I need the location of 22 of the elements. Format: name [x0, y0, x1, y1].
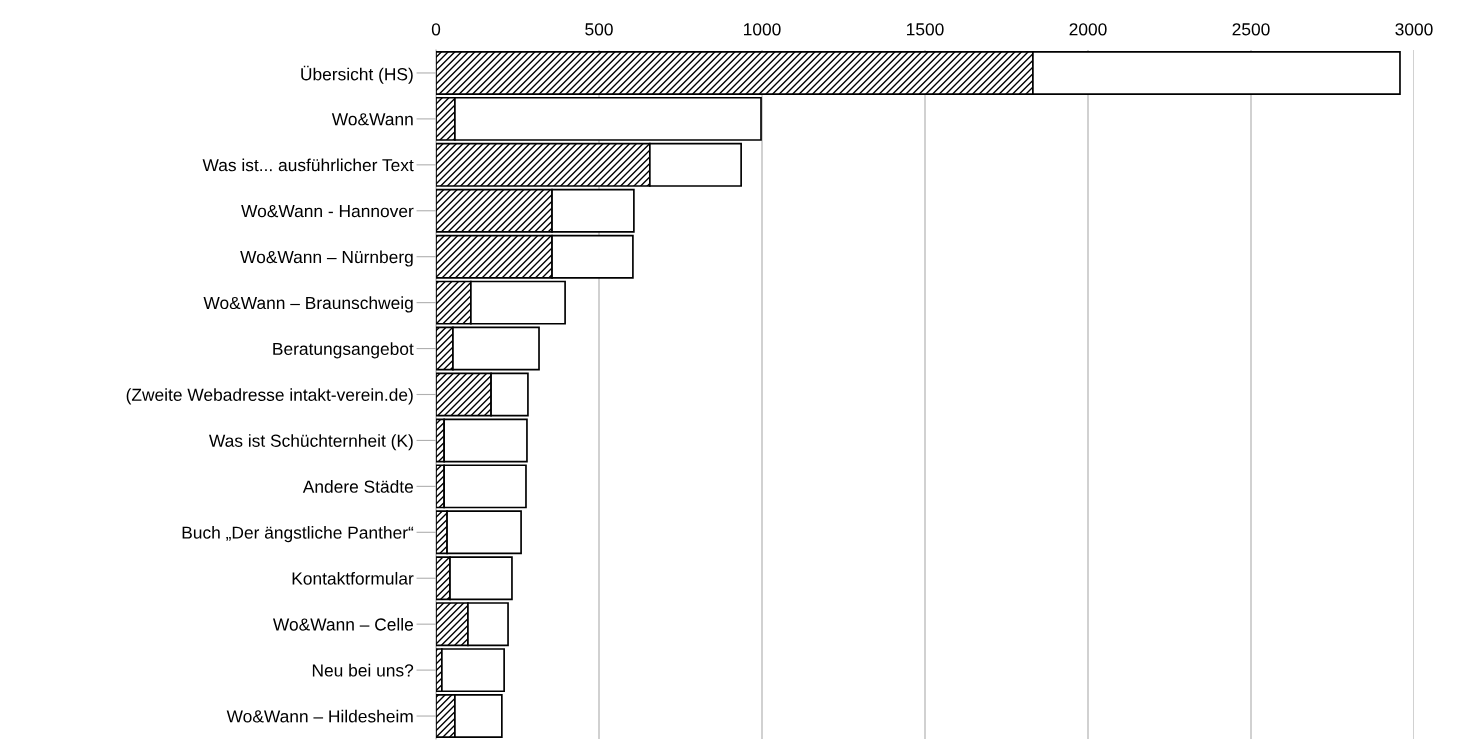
x-tick-label: 1000: [744, 23, 781, 36]
y-tick-label: Wo&Wann – Nürnberg: [240, 250, 413, 267]
x-tick-label: 500: [585, 23, 613, 36]
x-tick-label: 2000: [1069, 23, 1107, 36]
x-tick-label: 1500: [907, 23, 944, 36]
y-tick-label: (Zweite Webadresse intakt-verein.de): [126, 388, 413, 405]
x-tick-label: 3000: [1395, 23, 1433, 36]
y-tick-label: Wo&Wann: [331, 113, 413, 126]
y-tick-label: Buch „Der ängstliche Panther“: [182, 526, 414, 543]
y-tick-label: Andere Städte: [302, 480, 414, 493]
y-tick-label: Wo&Wann – Braunschweig: [203, 296, 413, 313]
x-tick-label: 0: [431, 23, 441, 36]
y-tick-label: Wo&Wann – Hildesheim: [226, 709, 413, 723]
y-tick-label: Beratungsangebot: [273, 342, 414, 359]
y-tick-label: Kontaktformular: [292, 571, 414, 585]
y-tick-label: Was ist... ausführlicher Text: [202, 158, 414, 172]
y-tick-label: Übersicht (HS): [301, 65, 413, 84]
y-tick-label: Wo&Wann - Hannover: [241, 205, 414, 218]
x-tick-label: 2500: [1232, 23, 1270, 36]
y-tick-label: Neu bei uns?: [312, 663, 414, 677]
y-tick-label: Wo&Wann – Celle: [272, 617, 414, 631]
y-tick-label: Was ist Schüchternheit (K): [209, 434, 413, 451]
